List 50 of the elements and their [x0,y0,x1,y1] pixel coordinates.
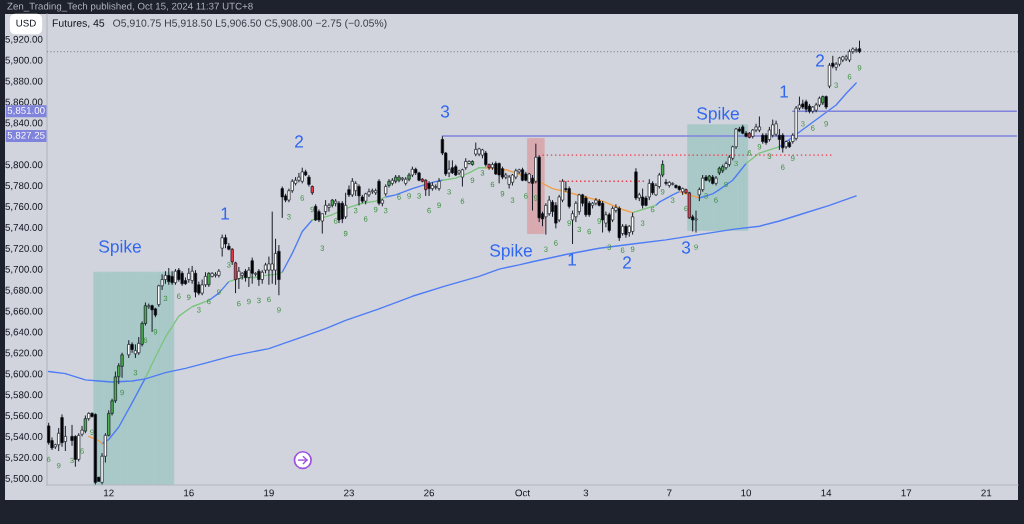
y-tick-label: 5,740.00 [5,224,43,233]
y-tick-label: 5,860.00 [5,98,43,107]
text: Zen_Trading_Tech published, Oct 15, 2024 11:37 UTC+8 [7,2,253,12]
y-tick-label: 5,540.00 [5,433,43,442]
annotation: 1 [780,85,788,98]
text: 5,827.25 [7,131,45,140]
y-tick-label: 5,520.00 [5,454,43,463]
text: 3 [681,241,691,254]
x-tick-label: 26 [424,489,435,497]
annotation: 2 [623,256,631,269]
chart-title: Futures, 45 [52,19,105,29]
y-tick-label: 5,600.00 [5,370,43,379]
y-tick-label: 5,880.00 [5,77,43,86]
y-tick-label: 5,720.00 [5,244,43,253]
y-tick-label: 5,660.00 [5,307,43,316]
annotation: 2 [816,54,824,67]
y-tick-label: 5,760.00 [5,203,43,212]
chart-subtitle: O5,910.75 H5,918.50 L5,906.50 C5,908.00 −2.75 (−0.05%) [113,19,387,29]
y-tick-label: 5,700.00 [5,265,43,274]
annotation: 2 [295,135,303,148]
x-tick-label: 16 [184,489,194,497]
x-tick-label: 3 [583,489,589,497]
x-tick-label: 12 [104,489,114,497]
x-tick-label: 19 [264,489,274,497]
y-tick-label: 5,680.00 [5,286,43,295]
x-tick-label: 7 [667,489,672,497]
y-tick-label: 5,640.00 [5,328,43,337]
text: 5,851.00 [7,106,45,115]
annotation: 1 [568,253,576,266]
x-tick-label: 21 [981,489,992,497]
y-tick-label: 5,800.00 [5,161,43,170]
y-tick-label: 5,900.00 [5,56,43,65]
y-tick-label: 5,620.00 [5,349,43,358]
annotation: Spike [99,239,141,257]
y-tick-label: 5,840.00 [5,119,43,128]
x-tick-label: 23 [344,489,354,497]
x-tick-label: Oct [515,489,530,497]
text: 3 [440,105,450,118]
x-tick-label: 14 [821,489,832,497]
annotation: Spike [490,243,532,261]
text: USD [16,19,36,27]
y-tick-label: 5,920.00 [5,35,43,44]
y-tick-label: 5,560.00 [5,412,43,421]
x-tick-label: 17 [901,489,912,497]
y-tick-label: 5,580.00 [5,391,43,400]
x-tick-label: 10 [741,489,752,497]
annotation: 1 [221,207,229,220]
annotation: Spike [697,106,739,124]
y-tick-label: 5,500.00 [5,474,43,483]
y-tick-label: 5,780.00 [5,182,43,191]
